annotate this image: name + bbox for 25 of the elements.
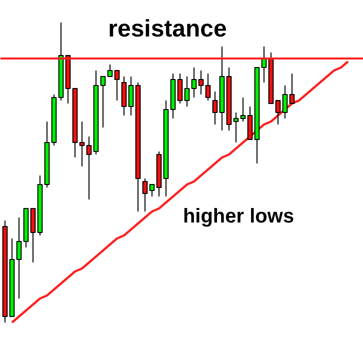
candlestick: [128, 76, 134, 116]
candlestick: [107, 64, 113, 77]
candlestick: [233, 112, 239, 143]
candlestick: [247, 106, 253, 140]
candlestick: [191, 67, 197, 98]
candlestick: [100, 76, 106, 128]
candlestick: [205, 73, 211, 101]
candlestick: [149, 184, 155, 197]
candlestick: [289, 73, 295, 104]
candlestick: [142, 178, 148, 212]
candlestick: [114, 70, 120, 101]
candlestick: [177, 73, 183, 104]
candlestick: [282, 85, 288, 119]
candlestick: [240, 97, 246, 122]
candlestick: [16, 217, 22, 299]
candlestick: [212, 91, 218, 125]
candlestick: [79, 121, 85, 167]
candlestick: [198, 70, 204, 95]
annotation: higher lows: [182, 206, 294, 228]
candlestick: [184, 76, 190, 107]
candlestick: [121, 76, 127, 116]
candlestick: [275, 100, 281, 125]
candlestick: [30, 208, 36, 263]
ref-line-label: resistance: [108, 16, 227, 42]
candlestick: [86, 136, 92, 200]
